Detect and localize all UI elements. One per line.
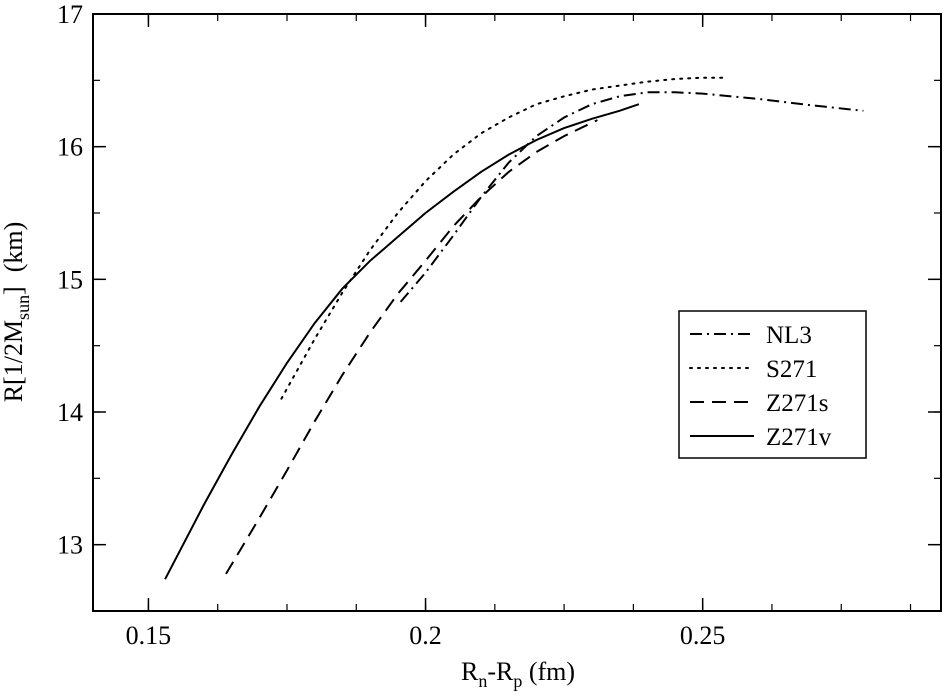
x-tick-label: 0.25 (680, 621, 726, 650)
axis-ticks: 0.15 0.2 0.25 13 14 15 16 17 (57, 0, 941, 650)
series-line-s271 (280, 76, 726, 400)
legend-box (678, 310, 867, 459)
y-tick-label: 16 (57, 133, 83, 162)
series-line-nl3 (399, 91, 864, 303)
legend-label-z271s: Z271s (766, 390, 829, 417)
x-tick-label: 0.2 (409, 621, 442, 650)
y-tick-label: 17 (57, 0, 83, 29)
y-axis-title: R[1/2Msun](km) (0, 222, 33, 403)
legend-label-nl3: NL3 (766, 322, 812, 349)
series-layer (164, 76, 864, 580)
y-tick-label: 13 (57, 531, 83, 560)
y-tick-label: 14 (57, 398, 83, 427)
x-axis-title: Rn-Rp (fm) (461, 657, 575, 691)
series-line-z271v (164, 103, 640, 580)
plot-frame (92, 13, 942, 612)
legend-label-s271: S271 (766, 356, 817, 383)
legend: NL3 S271 Z271s Z271v (678, 310, 867, 459)
y-tick-label: 15 (57, 265, 83, 294)
legend-label-z271v: Z271v (766, 424, 832, 451)
x-tick-label: 0.15 (126, 621, 172, 650)
series-line-z271s (225, 119, 598, 575)
